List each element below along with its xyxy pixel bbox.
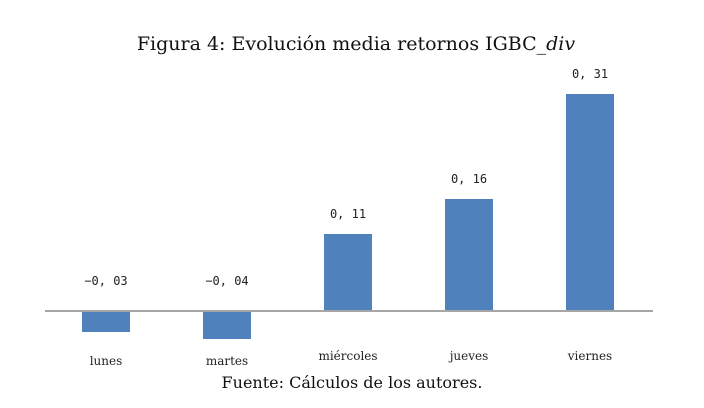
data-label-1: −0, 04 xyxy=(205,274,248,288)
data-label-3: 0, 16 xyxy=(451,172,487,186)
category-label-4: viernes xyxy=(567,349,612,363)
category-label-2: miércoles xyxy=(318,349,377,363)
bar-4 xyxy=(566,94,614,311)
data-label-4: 0, 31 xyxy=(572,67,608,81)
chart-title-italic: div xyxy=(546,33,575,55)
labels-group: −0, 03 lunes −0, 04 martes 0, 11 miércoles 0, … xyxy=(84,67,612,368)
chart-title: Figura 4: Evolución media retornos IGBC_… xyxy=(137,33,576,55)
bar-1 xyxy=(203,311,251,339)
category-label-1: martes xyxy=(206,354,248,368)
bar-2 xyxy=(324,234,372,311)
category-label-3: jueves xyxy=(448,349,489,363)
data-label-0: −0, 03 xyxy=(84,274,127,288)
bar-0 xyxy=(82,311,130,332)
chart-title-main: Figura 4: Evolución media retornos IGBC_ xyxy=(137,33,547,55)
bars-group xyxy=(82,94,614,339)
data-label-2: 0, 11 xyxy=(330,207,366,221)
figure-caption: Fuente: Cálculos de los autores. xyxy=(222,373,483,392)
category-label-0: lunes xyxy=(90,354,123,368)
bar-3 xyxy=(445,199,493,311)
